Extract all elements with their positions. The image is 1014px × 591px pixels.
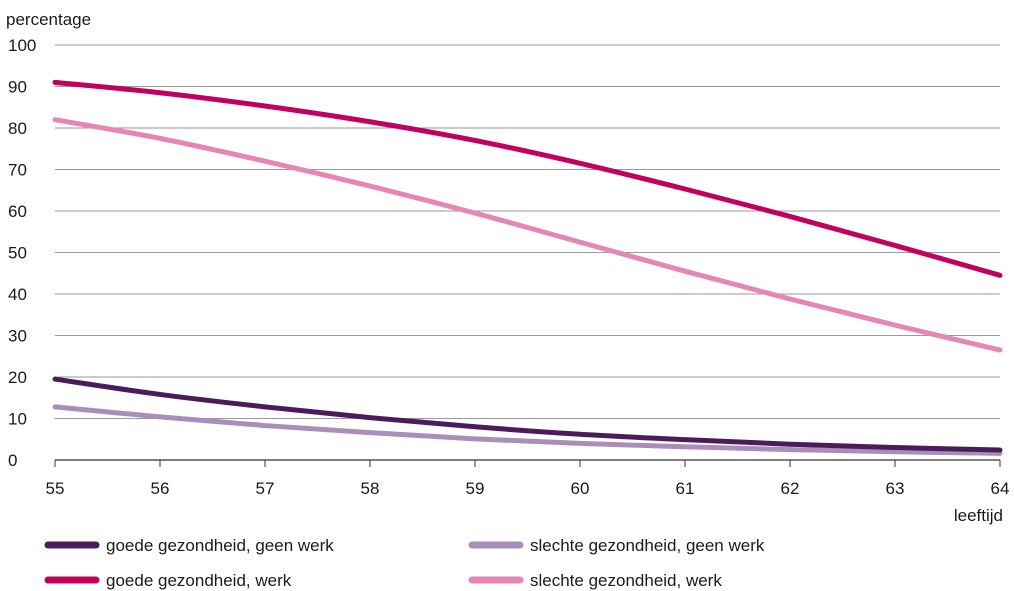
x-tick-label: 62	[781, 479, 800, 498]
y-axis-title: percentage	[6, 10, 91, 29]
y-tick-label: 80	[8, 119, 27, 138]
y-tick-label: 70	[8, 161, 27, 180]
y-tick-label: 60	[8, 202, 27, 221]
y-tick-label: 50	[8, 244, 27, 263]
legend-label: goede gezondheid, geen werk	[106, 536, 334, 555]
legend-label: slechte gezondheid, werk	[530, 571, 722, 590]
y-tick-label: 10	[8, 410, 27, 429]
legend-item: goede gezondheid, werk	[48, 571, 292, 590]
legend-label: goede gezondheid, werk	[106, 571, 292, 590]
x-tick-label: 61	[676, 479, 695, 498]
y-tick-label: 0	[8, 451, 17, 470]
series-lines	[55, 82, 1000, 453]
y-tick-label: 30	[8, 327, 27, 346]
legend: goede gezondheid, geen werk goede gezondh…	[48, 536, 765, 590]
x-tick-label: 60	[571, 479, 590, 498]
x-tick-label: 59	[466, 479, 485, 498]
x-tick-label: 64	[991, 479, 1010, 498]
y-tick-label: 20	[8, 368, 27, 387]
y-axis-ticks: 0 10 20 30 40 50 60 70 80 90 100	[8, 36, 36, 470]
x-tick-label: 58	[361, 479, 380, 498]
x-axis-title: leeftijd	[954, 506, 1003, 525]
y-tick-label: 100	[8, 36, 36, 55]
legend-label: slechte gezondheid, geen werk	[530, 536, 765, 555]
y-tick-label: 90	[8, 78, 27, 97]
x-tick-label: 63	[886, 479, 905, 498]
x-tick-label: 56	[151, 479, 170, 498]
x-tick-label: 55	[46, 479, 65, 498]
x-tick-label: 57	[256, 479, 275, 498]
x-axis-ticks: 55 56 57 58 59 60 61 62 63 64	[46, 460, 1010, 498]
legend-item: goede gezondheid, geen werk	[48, 536, 334, 555]
legend-item: slechte gezondheid, geen werk	[472, 536, 765, 555]
legend-item: slechte gezondheid, werk	[472, 571, 722, 590]
y-tick-label: 40	[8, 285, 27, 304]
series-line-1	[55, 82, 1000, 275]
